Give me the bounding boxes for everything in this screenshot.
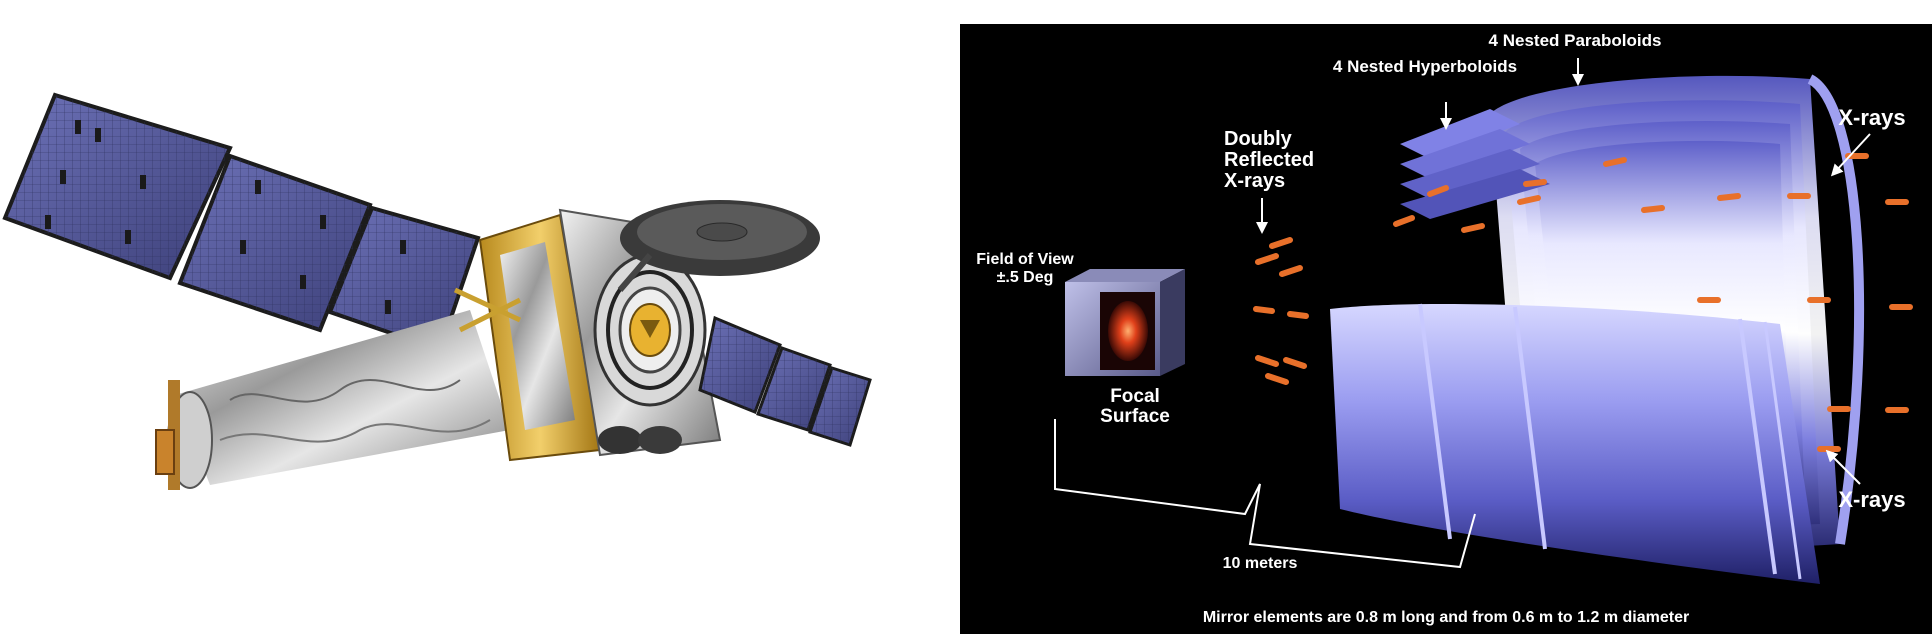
field-of-view-label-line1: Field of View xyxy=(976,251,1074,268)
xrays-top-label: X-rays xyxy=(1838,105,1905,130)
spacecraft-bus xyxy=(453,213,602,462)
caption: Mirror elements are 0.8 m long and from … xyxy=(1203,609,1689,626)
focal-surface-label-line1: Focal xyxy=(1110,386,1160,407)
field-of-view-label-line2: ±.5 Deg xyxy=(997,269,1054,286)
doubly-reflected-label-line3: X-rays xyxy=(1224,170,1285,192)
mirror-schematic: 4 Nested Paraboloids 4 Nested Hyperboloi… xyxy=(960,24,1932,634)
focal-surface-label-line2: Surface xyxy=(1100,406,1170,427)
label-arrows xyxy=(1256,58,1871,485)
solar-panel-left xyxy=(2,92,481,353)
doubly-reflected-label-line1: Doubly xyxy=(1224,128,1293,150)
front-mirror-shell xyxy=(1330,303,1820,584)
antenna-dish xyxy=(617,200,820,292)
distance-label: 10 meters xyxy=(1223,555,1298,572)
doubly-reflected-label-line2: Reflected xyxy=(1224,149,1314,171)
distance-bracket xyxy=(1054,419,1476,569)
xrays-bottom-label: X-rays xyxy=(1838,487,1905,512)
paraboloids-label: 4 Nested Paraboloids xyxy=(1489,31,1662,50)
hyperboloids-label: 4 Nested Hyperboloids xyxy=(1333,57,1517,76)
solar-panel-right xyxy=(698,315,872,447)
focal-surface-detector xyxy=(1065,269,1185,376)
hyperboloid-shells xyxy=(1400,109,1550,219)
spacecraft-illustration xyxy=(0,0,960,634)
telescope-tube xyxy=(155,310,510,490)
